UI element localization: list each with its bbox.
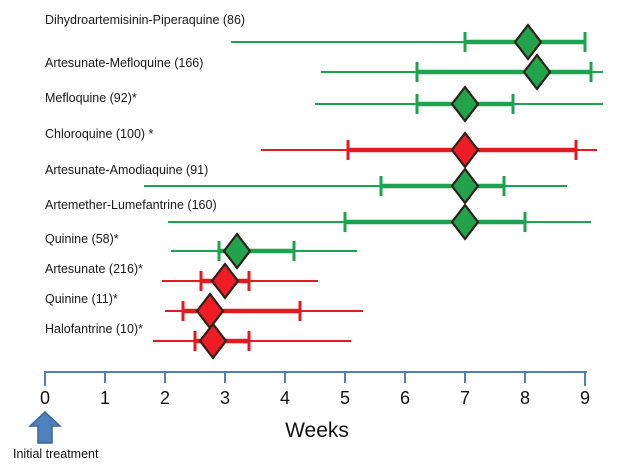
axis-tick-label: 1 bbox=[99, 388, 111, 408]
x-axis-title: Weeks bbox=[285, 419, 349, 442]
axis-tick-label: 8 bbox=[519, 388, 531, 408]
axis-tick bbox=[524, 372, 526, 383]
treatment-label: Chloroquine (100) * bbox=[45, 127, 154, 141]
treatment-label: Artesunate (216)* bbox=[45, 262, 143, 276]
axis-tick bbox=[344, 372, 346, 383]
axis-tick-label: 4 bbox=[279, 388, 291, 408]
axis-line bbox=[44, 371, 587, 373]
treatment-label: Quinine (58)* bbox=[45, 232, 119, 246]
axis-tick bbox=[284, 372, 286, 383]
median-diamond bbox=[450, 203, 480, 241]
median-diamond bbox=[222, 232, 252, 270]
treatment-label: Mefloquine (92)* bbox=[45, 91, 137, 105]
treatment-label: Dihydroartemisinin-Piperaquine (86) bbox=[45, 13, 246, 27]
treatment-label: Artemether-Lumefantrine (160) bbox=[45, 198, 217, 212]
treatment-label: Artesunate-Amodiaquine (91) bbox=[45, 163, 209, 177]
axis-tick bbox=[224, 372, 226, 383]
median-diamond bbox=[198, 322, 228, 360]
initial-treatment-label: Initial treatment bbox=[13, 447, 99, 461]
treatment-label: Quinine (11)* bbox=[45, 292, 118, 306]
axis-tick bbox=[104, 372, 106, 383]
axis-tick bbox=[164, 372, 166, 383]
median-diamond bbox=[195, 292, 225, 330]
axis-tick bbox=[584, 372, 586, 386]
axis-tick-label: 6 bbox=[399, 388, 411, 408]
treatment-label: Artesunate-Mefloquine (166) bbox=[45, 56, 204, 70]
axis-tick bbox=[404, 372, 406, 383]
median-diamond bbox=[450, 167, 480, 205]
axis-tick-label: 9 bbox=[579, 388, 591, 408]
axis-tick-label: 3 bbox=[219, 388, 231, 408]
median-diamond bbox=[210, 262, 240, 300]
initial-treatment-arrow-shape bbox=[28, 410, 62, 444]
axis-tick bbox=[464, 372, 466, 383]
median-diamond bbox=[450, 85, 480, 123]
median-diamond bbox=[513, 23, 543, 61]
median-diamond bbox=[522, 53, 552, 91]
treatment-label: Halofantrine (10)* bbox=[45, 322, 143, 336]
axis-tick-label: 5 bbox=[339, 388, 351, 408]
axis-tick-label: 2 bbox=[159, 388, 171, 408]
initial-treatment-arrow bbox=[28, 410, 62, 444]
axis-tick bbox=[44, 372, 46, 386]
axis-tick-label: 0 bbox=[39, 388, 51, 408]
axis-tick-label: 7 bbox=[459, 388, 471, 408]
median-diamond bbox=[450, 131, 480, 169]
